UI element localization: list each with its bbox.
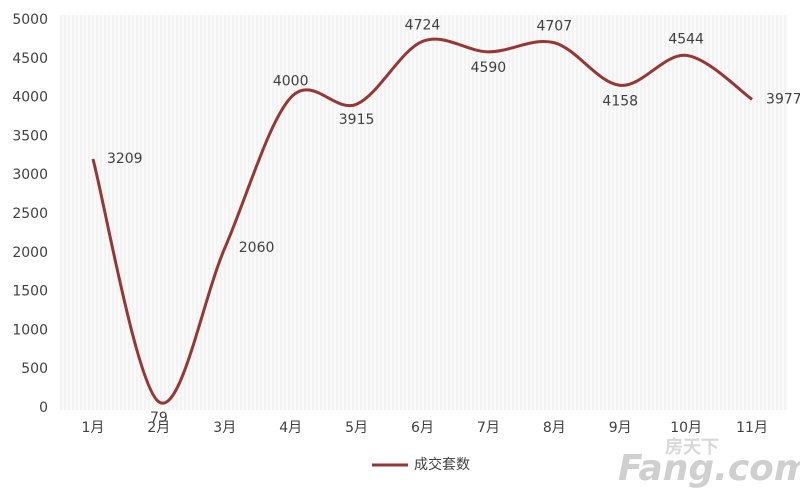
watermark-brand: 房天下	[665, 436, 719, 458]
x-tick-label: 9月	[609, 420, 632, 436]
y-tick-label: 4500	[12, 51, 48, 67]
watermark-site: Fang.com	[618, 448, 800, 489]
y-tick-label: 500	[21, 361, 48, 377]
data-label: 4724	[405, 17, 441, 33]
data-label: 4000	[273, 74, 309, 90]
plot-background	[60, 15, 788, 410]
data-label: 4544	[668, 31, 704, 47]
y-tick-label: 3500	[12, 128, 48, 144]
x-tick-label: 4月	[279, 420, 302, 436]
y-tick-label: 2500	[12, 206, 48, 222]
data-label: 3977	[766, 91, 800, 107]
y-tick-label: 2000	[12, 245, 48, 261]
y-tick-label: 1000	[12, 322, 48, 338]
x-tick-label: 3月	[213, 420, 236, 436]
x-tick-label: 1月	[81, 420, 104, 436]
y-tick-label: 0	[39, 400, 48, 416]
legend-label: 成交套数	[414, 456, 470, 473]
x-tick-label: 6月	[411, 420, 434, 436]
data-line	[91, 37, 753, 405]
x-tick-label: 5月	[345, 420, 368, 436]
data-label: 79	[150, 410, 168, 426]
data-label: 3209	[107, 151, 143, 167]
x-tick-label: 7月	[477, 420, 500, 436]
data-label: 4590	[471, 60, 507, 76]
y-tick-label: 4000	[12, 90, 48, 106]
y-tick-label: 3000	[12, 167, 48, 183]
x-tick-label: 10月	[670, 420, 702, 436]
data-label: 4158	[602, 93, 638, 109]
y-tick-label: 1500	[12, 284, 48, 300]
x-tick-label: 8月	[543, 420, 566, 436]
data-label: 4707	[536, 19, 572, 35]
data-label: 2060	[239, 240, 275, 256]
x-tick-label: 11月	[736, 420, 768, 436]
x-tick-label: 2月	[147, 420, 170, 436]
y-tick-label: 5000	[12, 12, 48, 28]
data-label: 3915	[339, 112, 375, 128]
